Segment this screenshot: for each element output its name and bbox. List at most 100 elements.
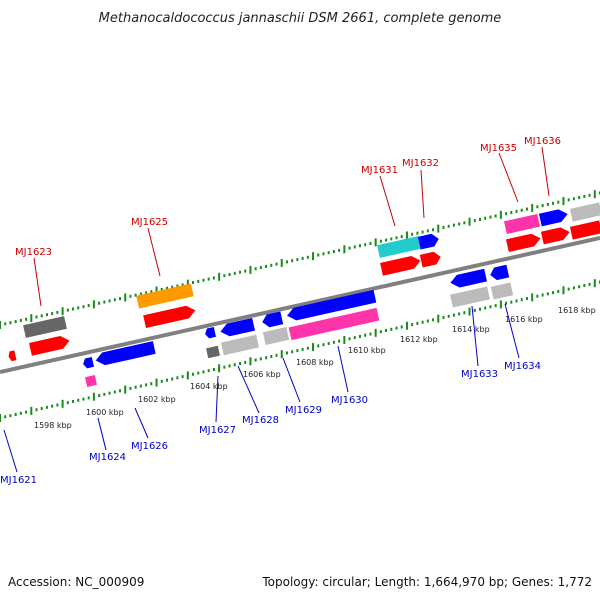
gene-arrow [287, 289, 377, 321]
major-tick [374, 238, 377, 247]
minor-tick [421, 320, 424, 324]
major-tick [30, 314, 33, 323]
kbp-label: 1614 kbp [452, 325, 490, 334]
minor-tick [14, 412, 17, 416]
minor-tick [129, 294, 132, 298]
minor-tick [578, 196, 581, 200]
minor-tick [171, 285, 174, 289]
minor-tick [541, 293, 544, 297]
minor-tick [385, 328, 388, 332]
gene-arrow [95, 341, 156, 366]
minor-tick [390, 237, 393, 241]
minor-tick [520, 298, 523, 302]
gene-label-mj1625: MJ1625 [131, 217, 168, 228]
minor-tick [51, 312, 54, 316]
minor-tick [546, 202, 549, 206]
minor-tick [458, 312, 461, 316]
minor-tick [56, 403, 59, 407]
minor-tick [275, 262, 278, 266]
minor-tick [557, 289, 560, 293]
minor-tick [322, 252, 325, 256]
major-tick [124, 293, 127, 302]
minor-tick [176, 284, 179, 288]
major-tick [593, 190, 596, 199]
minor-tick [82, 305, 85, 309]
minor-tick [9, 414, 12, 418]
minor-tick [25, 410, 28, 414]
gene-label-mj1623: MJ1623 [15, 247, 52, 258]
minor-tick [322, 343, 325, 347]
gene-arrow [503, 213, 541, 235]
upper-gene-labels: MJ1623 MJ1625 MJ1631 MJ1632 MJ1635 MJ163… [15, 136, 561, 258]
minor-tick [35, 408, 38, 412]
minor-tick [447, 224, 450, 228]
map-title: Methanocaldococcus jannaschii DSM 2661, … [99, 11, 502, 26]
kbp-label: 1598 kbp [34, 421, 72, 430]
kbp-label: 1616 kbp [505, 315, 543, 324]
minor-tick [353, 245, 356, 249]
minor-tick [98, 301, 101, 305]
minor-tick [452, 223, 455, 227]
minor-tick [515, 209, 518, 213]
minor-tick [134, 385, 137, 389]
minor-tick [197, 279, 200, 283]
minor-tick [510, 300, 513, 304]
major-tick [312, 252, 315, 261]
gene-arrow [538, 209, 568, 227]
minor-tick [364, 243, 367, 247]
gene-arrow [380, 256, 421, 276]
gene-arrow [23, 316, 67, 338]
minor-tick [19, 411, 22, 415]
label-leader-lines [3, 146, 550, 473]
gene-label-mj1628: MJ1628 [242, 415, 279, 426]
minor-tick [233, 363, 236, 367]
minor-tick [9, 321, 12, 325]
minor-tick [87, 303, 90, 307]
minor-tick [332, 340, 335, 344]
major-tick [0, 321, 1, 329]
gene-label-mj1627: MJ1627 [199, 425, 236, 436]
major-tick [186, 279, 189, 288]
minor-tick [212, 368, 215, 372]
minor-tick [494, 304, 497, 308]
minor-tick [572, 197, 575, 201]
kbp-label: 1604 kbp [190, 382, 228, 391]
major-tick [92, 300, 95, 309]
gene-label-mj1633: MJ1633 [461, 369, 498, 380]
minor-tick [139, 292, 142, 296]
major-tick [562, 197, 565, 206]
minor-tick [359, 244, 361, 248]
minor-tick [369, 242, 372, 246]
major-tick [343, 335, 346, 344]
minor-tick [223, 365, 226, 369]
minor-tick [145, 383, 148, 387]
gene-arrow [490, 264, 510, 281]
minor-tick [557, 200, 560, 204]
minor-tick [108, 391, 111, 395]
gene-arrow [417, 233, 439, 250]
minor-tick [4, 415, 7, 419]
minor-tick [588, 282, 591, 286]
minor-tick [552, 201, 555, 205]
minor-tick [207, 369, 210, 373]
minor-tick [426, 319, 429, 323]
minor-tick [192, 372, 195, 376]
gene-label-mj1629: MJ1629 [285, 405, 322, 416]
minor-tick [578, 285, 581, 289]
minor-tick [494, 214, 497, 218]
minor-tick [25, 317, 28, 321]
minor-tick [348, 246, 351, 250]
major-tick [249, 265, 252, 274]
minor-tick [228, 364, 231, 368]
minor-tick [139, 384, 142, 388]
major-tick [61, 399, 64, 408]
major-tick [499, 300, 502, 309]
minor-tick [239, 270, 241, 274]
major-tick [30, 406, 33, 415]
major-tick [124, 385, 127, 394]
minor-tick [129, 386, 132, 390]
gene-features [8, 202, 600, 387]
minor-tick [270, 355, 273, 359]
minor-tick [259, 357, 262, 361]
minor-tick [525, 207, 528, 211]
